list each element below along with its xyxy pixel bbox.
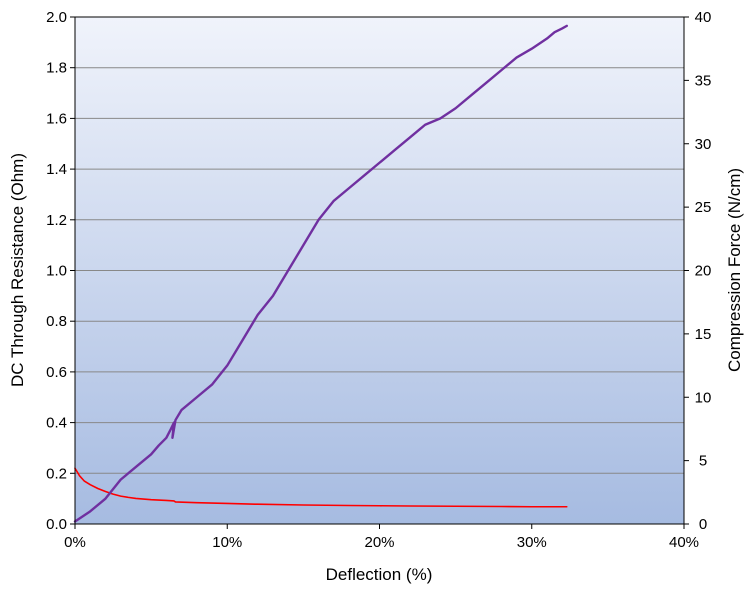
y-left-tick-label: 1.4 bbox=[46, 161, 67, 178]
y-left-tick-label: 0.6 bbox=[46, 364, 67, 381]
x-tick-label: 40% bbox=[669, 534, 699, 551]
y-left-tick-label: 1.6 bbox=[46, 110, 67, 127]
y-axis-right-title: Compression Force (N/cm) bbox=[725, 168, 744, 372]
y-left-tick-label: 1.2 bbox=[46, 212, 67, 229]
y-right-tick-label: 35 bbox=[695, 72, 712, 89]
gridlines bbox=[75, 67, 684, 474]
y-right-tick-label: 10 bbox=[695, 389, 712, 406]
force-series-line bbox=[73, 24, 568, 523]
y-left-tick-label: 1.0 bbox=[46, 263, 67, 280]
y-right-tick-label: 0 bbox=[699, 516, 707, 533]
x-tick-label: 10% bbox=[212, 534, 242, 551]
series-layer bbox=[73, 24, 568, 523]
y-right-tick-label: 40 bbox=[695, 9, 712, 26]
y-right-tick-label: 15 bbox=[695, 326, 712, 343]
y-left-tick-label: 2.0 bbox=[46, 9, 67, 26]
y-right-tick-label: 30 bbox=[695, 136, 712, 153]
x-tick-label: 20% bbox=[364, 534, 394, 551]
y-left-tick-label: 0.4 bbox=[46, 415, 67, 432]
y-right-tick-label: 5 bbox=[699, 453, 707, 470]
y-left-tick-label: 0.8 bbox=[46, 313, 67, 330]
axes: 0.0 0.2 0.4 0.6 0.8 1.0 1.2 1.4 1.6 1.8 2.0 0 5 10 15 2… bbox=[46, 9, 711, 551]
y-left-tick-label: 0.2 bbox=[46, 465, 67, 482]
x-tick-label: 0% bbox=[64, 534, 86, 551]
x-axis-title: Deflection (%) bbox=[326, 565, 433, 584]
y-right-tick-label: 20 bbox=[695, 263, 712, 280]
x-tick-label: 30% bbox=[517, 534, 547, 551]
y-left-tick-label: 1.8 bbox=[46, 60, 67, 77]
resistance-series-line bbox=[74, 467, 568, 508]
y-axis-left-title: DC Through Resistance (Ohm) bbox=[8, 153, 27, 387]
y-left-tick-label: 0.0 bbox=[46, 516, 67, 533]
y-right-tick-label: 25 bbox=[695, 199, 712, 216]
